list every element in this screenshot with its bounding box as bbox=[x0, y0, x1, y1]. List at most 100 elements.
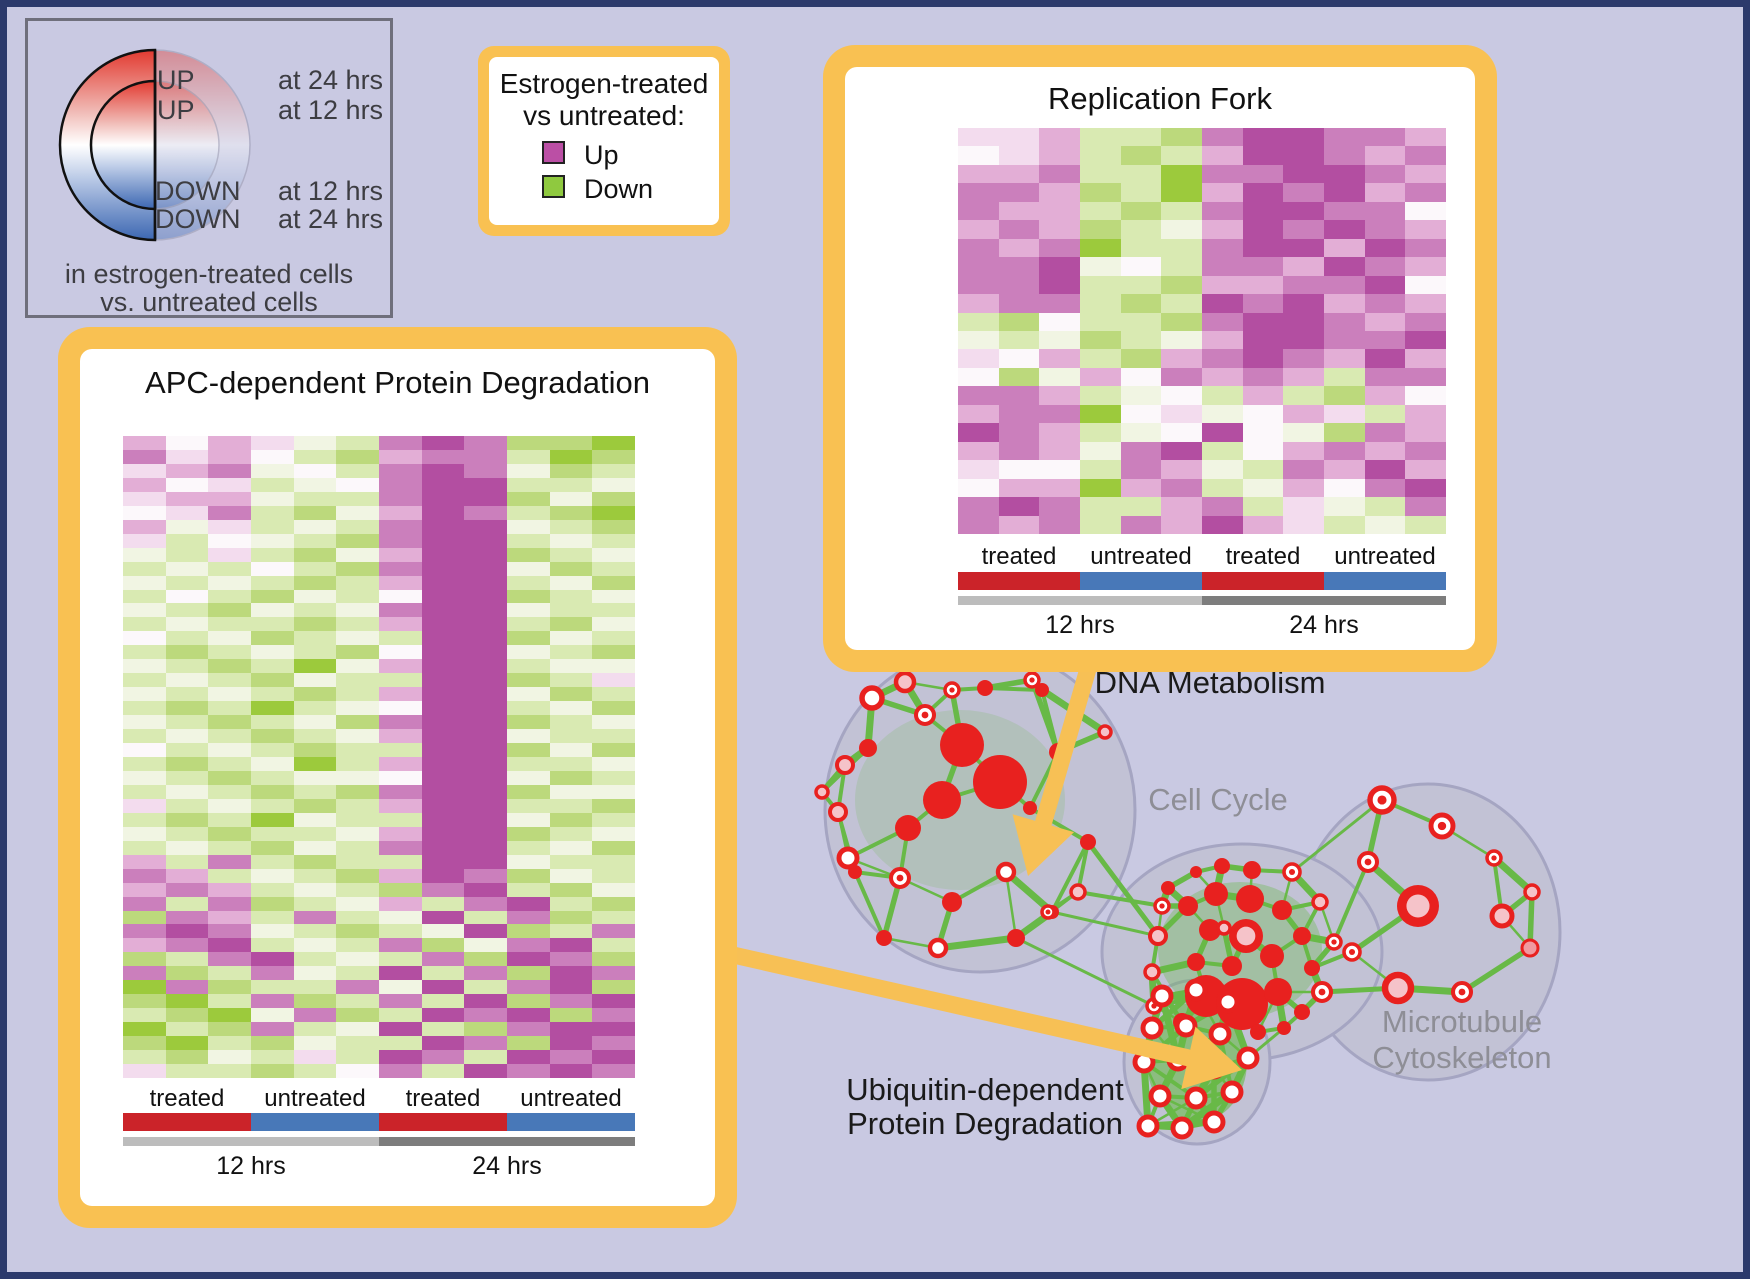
heatmap-cell bbox=[123, 729, 166, 744]
heatmap-cell bbox=[507, 449, 550, 464]
heatmap-cell bbox=[1324, 201, 1365, 221]
heatmap-cell bbox=[123, 1064, 166, 1078]
heatmap-cell bbox=[1324, 257, 1365, 276]
heatmap-cell bbox=[998, 460, 1040, 479]
heatmap-cell bbox=[1405, 128, 1446, 147]
heatmap-cell bbox=[958, 312, 999, 331]
group-label: treated bbox=[1225, 543, 1301, 570]
heatmap-cell bbox=[336, 910, 379, 925]
legend-up-label: Up bbox=[584, 140, 619, 170]
heatmap-cell bbox=[507, 673, 550, 688]
heatmap-cell bbox=[336, 1050, 379, 1065]
heatmap-cell bbox=[1242, 441, 1284, 461]
heatmap-cell bbox=[1283, 367, 1324, 387]
network-node bbox=[1277, 1021, 1291, 1035]
heatmap-cell bbox=[379, 659, 422, 674]
heatmap-cell bbox=[507, 994, 550, 1009]
heatmap-cell bbox=[1364, 404, 1406, 424]
heatmap-cell bbox=[379, 784, 422, 799]
apc-group-labels: treated untreated treated untreated bbox=[123, 1085, 635, 1113]
heatmap-cell bbox=[379, 519, 422, 534]
network-node bbox=[814, 784, 830, 800]
heatmap-cell bbox=[379, 1050, 422, 1065]
heatmap-cell bbox=[421, 812, 465, 827]
heatmap-cell bbox=[251, 449, 294, 464]
heatmap-cell bbox=[464, 757, 507, 771]
heatmap-cell bbox=[123, 798, 166, 813]
heatmap-cell bbox=[1161, 128, 1202, 147]
heatmap-cell bbox=[1242, 275, 1284, 295]
group-label: treated bbox=[981, 543, 1057, 570]
heatmap-cell bbox=[208, 645, 251, 660]
heatmap-cell bbox=[507, 812, 550, 827]
heatmap-cell bbox=[1080, 386, 1121, 405]
heatmap-cell bbox=[208, 687, 251, 702]
heatmap-cell bbox=[336, 1008, 379, 1023]
heatmap-cell bbox=[507, 770, 550, 785]
cluster-label: Ubiquitin-dependent bbox=[846, 1072, 1124, 1107]
heatmap-cell bbox=[208, 743, 251, 757]
heatmap-cell bbox=[1324, 478, 1365, 498]
heatmap-cell bbox=[1080, 478, 1121, 498]
heatmap-cell bbox=[592, 477, 635, 492]
heatmap-cell bbox=[1080, 257, 1121, 276]
network-node bbox=[1136, 1114, 1160, 1138]
heatmap-cell bbox=[464, 659, 507, 674]
heatmap-cell bbox=[1364, 128, 1406, 147]
heatmap-cell bbox=[507, 966, 550, 981]
heatmap-cell bbox=[1405, 146, 1446, 165]
time-bar-24hrs bbox=[379, 1137, 635, 1146]
heatmap-cell bbox=[208, 966, 251, 981]
heatmap-cell bbox=[379, 589, 422, 604]
network-node bbox=[1035, 683, 1049, 697]
heatmap-cell bbox=[208, 436, 251, 450]
heatmap-cell bbox=[251, 1022, 294, 1037]
heatmap-cell bbox=[165, 757, 209, 771]
heatmap-cell bbox=[958, 497, 999, 516]
network-node bbox=[1406, 894, 1430, 918]
heatmap-cell bbox=[251, 784, 294, 799]
heatmap-cell bbox=[592, 882, 635, 897]
heatmap-cell bbox=[336, 952, 379, 967]
heatmap-cell bbox=[379, 715, 422, 730]
heatmap-cell bbox=[1202, 478, 1243, 498]
heatmap-cell bbox=[592, 449, 635, 464]
heatmap-cell bbox=[251, 994, 294, 1009]
heatmap-cell bbox=[165, 868, 209, 883]
heatmap-cell bbox=[208, 854, 251, 869]
heatmap-cell bbox=[549, 701, 593, 716]
heatmap-cell bbox=[1405, 220, 1446, 239]
heatmap-cell bbox=[421, 729, 465, 744]
heatmap-cell bbox=[958, 423, 999, 442]
heatmap-cell bbox=[208, 826, 251, 841]
heatmap-cell bbox=[1324, 367, 1365, 387]
heatmap-cell bbox=[464, 491, 507, 506]
untreated-bar-segment bbox=[1324, 572, 1446, 590]
heatmap-cell bbox=[165, 1022, 209, 1037]
heatmap-cell bbox=[592, 491, 635, 506]
heatmap-cell bbox=[1039, 146, 1080, 165]
heatmap-cell bbox=[123, 896, 166, 911]
heatmap-cell bbox=[165, 729, 209, 744]
heatmap-cell bbox=[998, 497, 1040, 516]
heatmap-cell bbox=[507, 1036, 550, 1051]
heatmap-cell bbox=[208, 1022, 251, 1037]
heatmap-cell bbox=[251, 687, 294, 702]
heatmap-cell bbox=[592, 798, 635, 813]
heatmap-cell bbox=[208, 812, 251, 827]
heatmap-cell bbox=[998, 441, 1040, 461]
heatmap-cell bbox=[336, 491, 379, 506]
heatmap-cell bbox=[1202, 164, 1243, 184]
heatmap-cell bbox=[1039, 220, 1080, 239]
heatmap-cell bbox=[549, 659, 593, 674]
untreated-bar-segment bbox=[251, 1113, 379, 1131]
heatmap-cell bbox=[251, 659, 294, 674]
heatmap-cell bbox=[293, 896, 337, 911]
heatmap-cell bbox=[1120, 183, 1162, 202]
heatmap-cell bbox=[1161, 515, 1202, 534]
heatmap-cell bbox=[208, 896, 251, 911]
heatmap-cell bbox=[998, 201, 1040, 221]
heatmap-cell bbox=[123, 603, 166, 618]
heatmap-cell bbox=[1242, 312, 1284, 331]
